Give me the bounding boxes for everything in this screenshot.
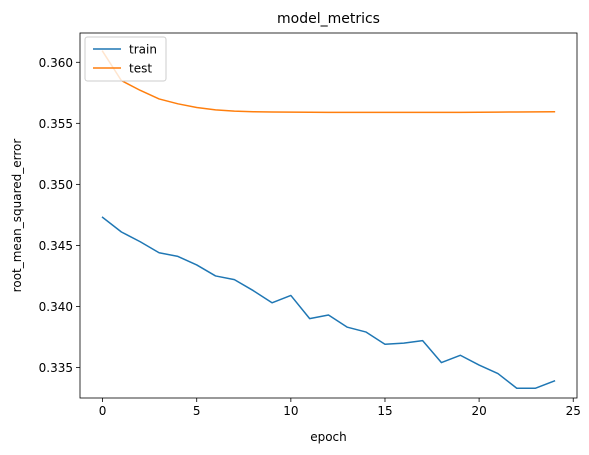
x-tick-label: 20 <box>471 404 486 418</box>
x-tick-label: 0 <box>99 404 107 418</box>
series-line-train <box>101 216 556 389</box>
y-tick-label: 0.335 <box>39 361 73 375</box>
chart-title: model_metrics <box>277 11 380 27</box>
y-tick-label: 0.345 <box>39 239 73 253</box>
x-tick-label: 10 <box>283 404 298 418</box>
plot-lines <box>101 50 556 389</box>
y-tick-label: 0.340 <box>39 300 73 314</box>
y-tick-label: 0.350 <box>39 178 73 192</box>
legend-label-train: train <box>129 43 157 57</box>
legend: train test <box>84 36 167 82</box>
y-tick-label: 0.360 <box>39 56 73 70</box>
legend-box <box>84 36 167 82</box>
legend-label-test: test <box>129 62 152 76</box>
x-tick-label: 25 <box>566 404 581 418</box>
y-axis-ticks: 0.335 0.340 0.345 0.350 0.355 0.360 <box>39 56 80 375</box>
x-axis-label: epoch <box>310 430 347 444</box>
y-axis-label: root_mean_squared_error <box>10 139 24 293</box>
series-line-test <box>101 50 556 114</box>
x-axis-ticks: 0 5 10 15 20 25 <box>99 398 581 418</box>
y-tick-label: 0.355 <box>39 117 73 131</box>
x-tick-label: 5 <box>193 404 201 418</box>
x-tick-label: 15 <box>377 404 392 418</box>
plot-frame <box>79 32 578 399</box>
